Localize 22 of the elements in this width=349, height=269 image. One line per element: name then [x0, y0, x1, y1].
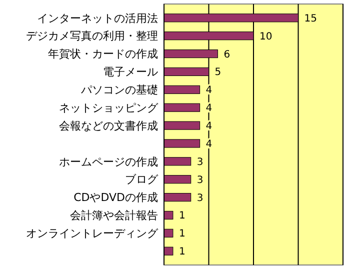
y-tick-label: パソコンの基礎 [80, 84, 158, 97]
y-tick-label: インターネットの活用法 [37, 12, 158, 25]
data-label: 5 [214, 67, 222, 78]
y-tick-label: 会計簿や会計報告 [70, 209, 158, 222]
y-tick-label: CDやDVDの作成 [74, 191, 158, 204]
data-label: 1 [178, 210, 186, 222]
data-label: 10 [260, 31, 272, 42]
y-tick-label: デジカメ写真の利用・整理 [26, 30, 158, 43]
data-label: 1 [178, 246, 186, 258]
y-tick-label: オンライントレーディング [26, 227, 159, 240]
data-label: 3 [196, 192, 204, 204]
y-tick-label: ホームページの作成 [59, 155, 158, 168]
data-label: 6 [224, 49, 230, 60]
y-tick-label: ネットショッピング [59, 101, 159, 114]
data-label: 1 [178, 228, 186, 240]
data-label: 15 [304, 13, 317, 24]
data-label: 3 [196, 174, 204, 186]
y-tick-label: 年賀状・カードの作成 [48, 48, 158, 61]
y-tick-label: 電子メール [103, 66, 158, 79]
data-label: 3 [196, 156, 204, 168]
y-tick-label: ブログ [125, 173, 159, 186]
y-tick-label: 会報などの文書作成 [59, 119, 158, 132]
